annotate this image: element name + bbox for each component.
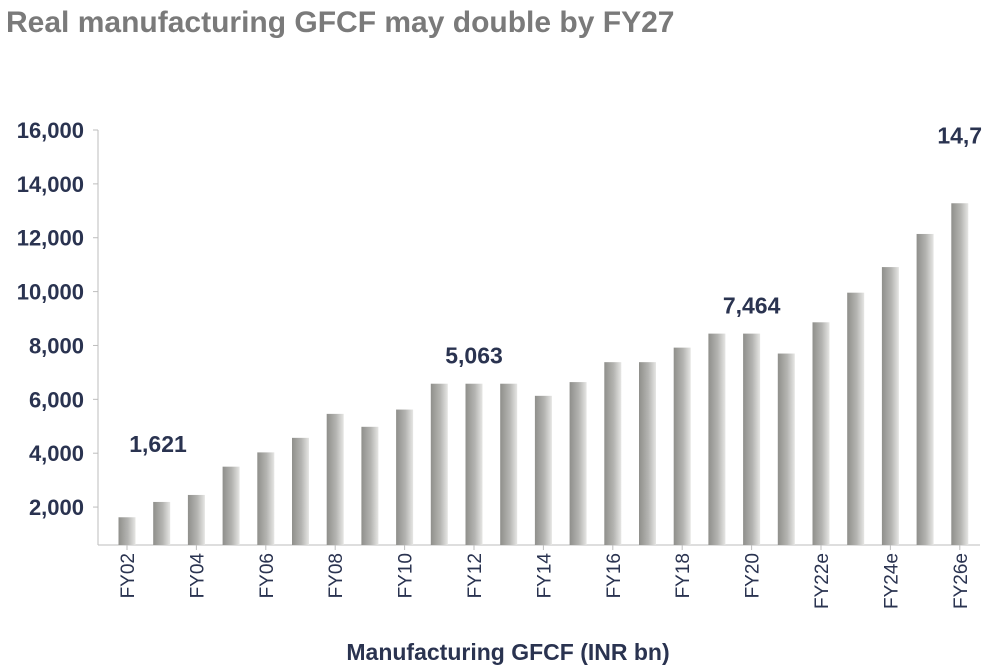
bar-fy08: [326, 413, 344, 545]
bar-fy03: [153, 501, 171, 545]
x-tick-label: FY10: [396, 553, 417, 598]
x-tick-label: FY04: [187, 553, 208, 599]
bar-fy26e: [951, 203, 969, 545]
x-tick-label: FY24e: [881, 553, 902, 609]
bar-fy12: [465, 383, 483, 545]
y-tick-label: 8,000: [29, 333, 84, 358]
x-tick-label: FY18: [673, 553, 694, 598]
data-label: 5,063: [445, 343, 503, 369]
bar-fy17: [639, 362, 656, 545]
y-tick-labels: 2,000 4,000 6,000 8,000 10,000 12,000 14,000 16…: [17, 118, 84, 520]
bar-fy07: [292, 437, 309, 545]
bar-fy04: [187, 494, 205, 545]
bar-fy23e: [847, 292, 865, 545]
x-tick-label: FY20: [743, 553, 764, 598]
bar-fy24e: [881, 267, 899, 545]
x-tick-label: FY16: [604, 553, 625, 598]
bar-fy25e: [916, 233, 934, 546]
data-labels: 1,621 5,063 7,464 14,763: [129, 122, 982, 457]
bar-fy02: [118, 517, 136, 545]
x-tick-label: FY14: [534, 553, 555, 599]
x-tick-label: FY06: [257, 553, 278, 598]
y-tick-label: 14,000: [17, 172, 84, 197]
y-tick-label: 6,000: [29, 387, 84, 412]
data-label: 14,763: [937, 122, 982, 148]
y-tick-label: 16,000: [17, 118, 84, 143]
bar-fy15: [569, 382, 587, 545]
x-tick-label: FY22e: [812, 553, 833, 609]
x-tick-label: FY26e: [951, 553, 972, 609]
chart-title: Real manufacturing GFCF may double by FY…: [6, 6, 675, 39]
bar-fy18: [673, 347, 691, 545]
bar-fy11: [430, 383, 448, 545]
x-axis-label: Manufacturing GFCF (INR bn): [346, 639, 669, 665]
bar-fy16: [604, 362, 622, 545]
bar-fy09: [361, 426, 379, 545]
bar-fy20: [743, 333, 761, 545]
bar-fy19: [708, 333, 726, 545]
x-tick-label: FY12: [465, 553, 486, 598]
data-label: 7,464: [723, 293, 781, 319]
bar-fy10: [396, 409, 414, 545]
bar-fy06: [257, 452, 275, 545]
x-tick-labels: FY02 FY04 FY06 FY08 FY10 FY12 FY14 FY16 FY18 FY20…: [118, 553, 972, 609]
bar-fy22e: [812, 322, 830, 545]
bar-fy21: [777, 353, 795, 545]
data-label: 1,621: [129, 431, 187, 457]
bars: [118, 203, 969, 546]
bar-fy13: [500, 383, 518, 545]
y-tick-label: 2,000: [29, 495, 84, 520]
bar-fy05: [222, 466, 240, 545]
y-tick-label: 4,000: [29, 441, 84, 466]
x-tick-label: FY02: [118, 553, 139, 598]
y-tick-label: 10,000: [17, 280, 84, 305]
x-tick-label: FY08: [326, 553, 347, 598]
y-tick-label: 12,000: [17, 226, 84, 251]
bar-fy14: [534, 395, 552, 545]
